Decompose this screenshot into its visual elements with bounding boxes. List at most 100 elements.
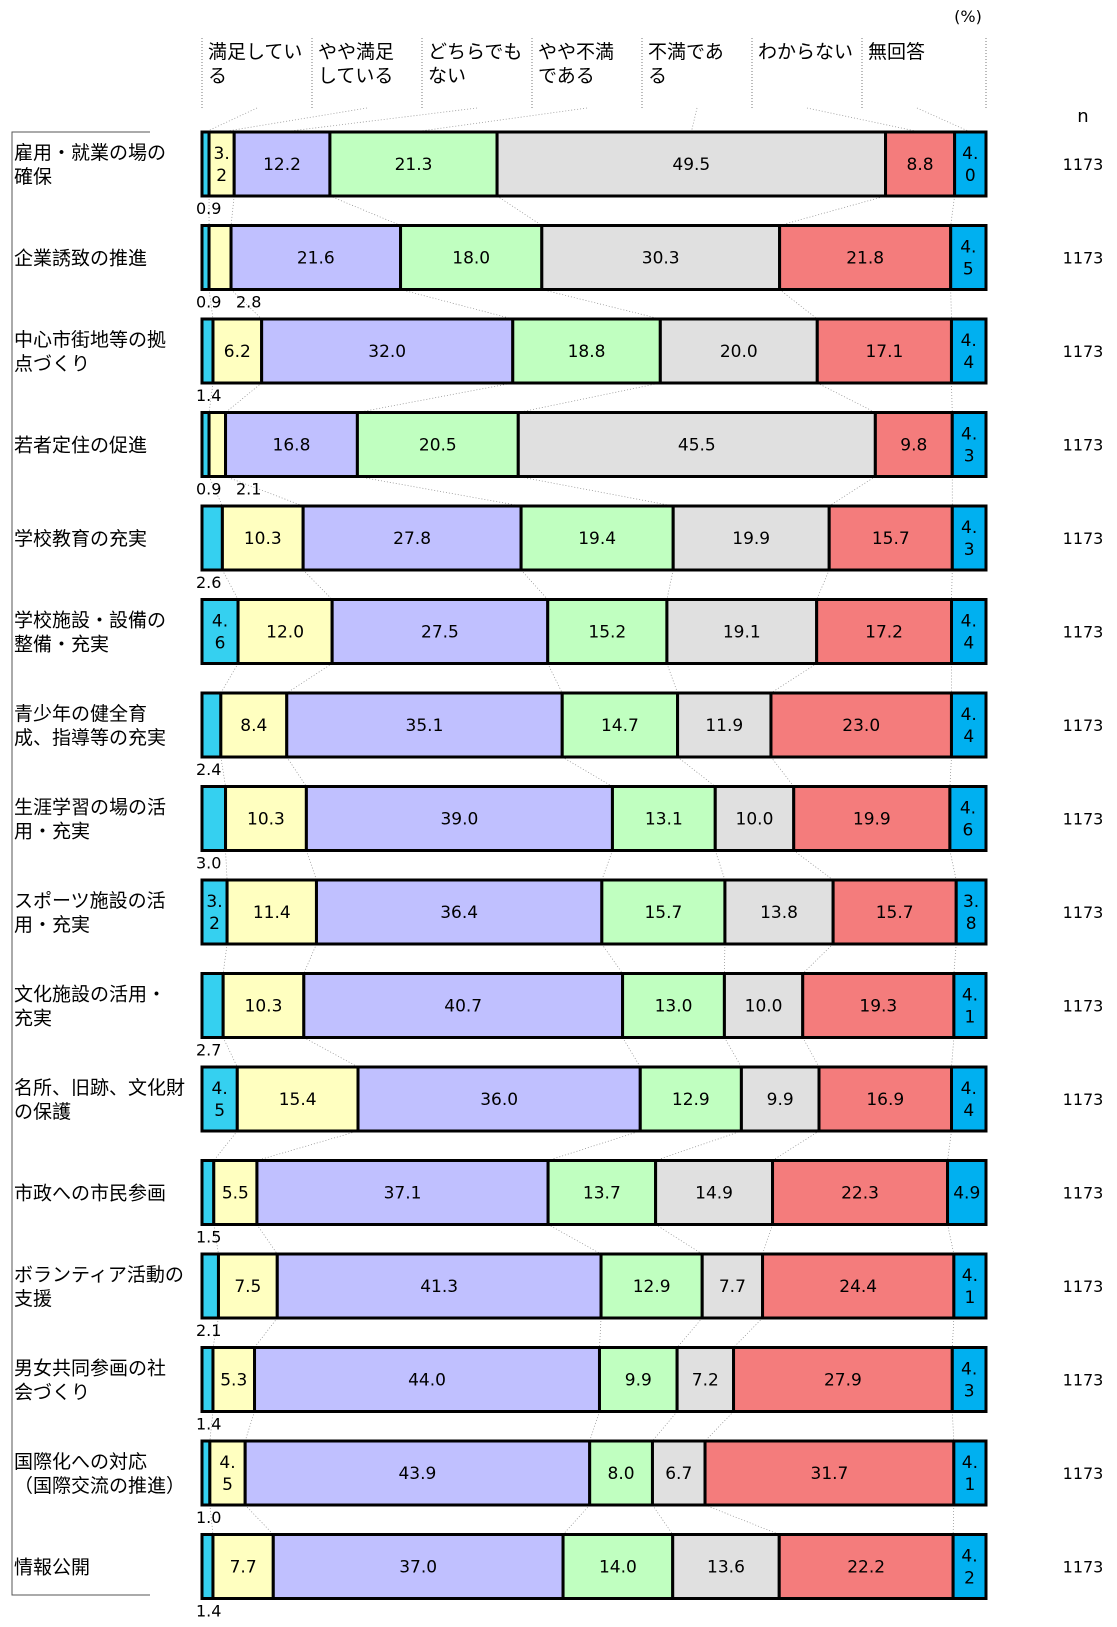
- connector-line: [677, 756, 716, 787]
- legend-label: る: [648, 65, 667, 87]
- bar-segment: [211, 317, 264, 385]
- connector-line: [655, 1224, 703, 1255]
- bar-segment: [597, 1346, 679, 1413]
- data-label: 12.2: [263, 155, 301, 175]
- data-label: 18.8: [568, 342, 606, 362]
- bar-segment: [200, 504, 224, 572]
- data-label: 8.8: [907, 155, 934, 175]
- n-value: 1173: [1063, 249, 1104, 268]
- data-label: 15.7: [644, 903, 682, 923]
- legend-entry: わからない: [751, 38, 921, 133]
- data-label: 41.3: [420, 1277, 458, 1297]
- connector-line: [286, 756, 307, 787]
- data-label: 4. 5: [219, 1453, 235, 1495]
- bar-segment: [253, 1346, 601, 1413]
- connector-line: [518, 382, 661, 413]
- connector-line: [950, 289, 952, 320]
- connector-line: [793, 850, 834, 881]
- connector-line: [496, 195, 543, 226]
- data-label: 7.7: [719, 1277, 746, 1297]
- bar-segment: [950, 1346, 988, 1413]
- data-label: 10.0: [736, 810, 774, 830]
- bar-row: 情報公開 1173 1.4 7.7 37.0 14.0 13.6 22.2 4. 2: [14, 1533, 1103, 1621]
- connector-line: [562, 1504, 590, 1535]
- bar-segment: [200, 691, 223, 759]
- data-label: 10.0: [745, 997, 783, 1017]
- connector-line: [762, 1224, 773, 1255]
- connector-line: [704, 1504, 780, 1535]
- connector-line: [213, 1130, 238, 1161]
- bar-row: 国際化への対応（国際交流の推進） 1173 1.0 4. 5 43.9 8.0 6.7 31.7…: [14, 1439, 1103, 1527]
- connector-line: [947, 1130, 952, 1161]
- data-label: 0.9: [196, 293, 221, 312]
- connector-line: [562, 756, 613, 787]
- legend-label: やや不満: [538, 41, 614, 63]
- bar-segment: [676, 691, 773, 759]
- bar-segment: [285, 691, 564, 759]
- connector-line: [400, 289, 513, 320]
- data-label: 16.8: [273, 436, 311, 456]
- connector-line: [802, 1037, 820, 1068]
- n-value: 1173: [1063, 436, 1104, 455]
- data-label: 13.0: [655, 997, 693, 1017]
- bar-segment: [495, 130, 888, 198]
- data-label: 9.9: [625, 1371, 652, 1391]
- bar-rows: 雇用・就業の場の確保 1173 0.9 3. 2 12.2 21.3 49.5 8.8 4. 0 企業…: [14, 130, 1104, 1621]
- connector-line: [520, 569, 549, 600]
- bar-segment: [540, 224, 782, 291]
- bar-row: 青少年の健全育成、指導等の充実 1173 2.4 8.4 35.1 14.7 11.9 23.…: [14, 691, 1103, 779]
- data-label: 4. 5: [212, 1079, 228, 1121]
- data-label: 12.9: [672, 1090, 710, 1110]
- connector-line: [225, 850, 228, 881]
- data-label: 36.4: [440, 903, 478, 923]
- bar-segment: [952, 1252, 988, 1320]
- data-label: 14.9: [695, 1184, 733, 1204]
- connector-line: [302, 569, 333, 600]
- bar-segment: [671, 504, 831, 572]
- data-label: 8.4: [240, 716, 267, 736]
- bar-segment: [950, 411, 988, 478]
- category-label: 文化施設の活用・充実: [14, 984, 166, 1030]
- data-label: 21.8: [846, 249, 884, 269]
- bar-segment: [949, 691, 988, 759]
- connector-line: [220, 756, 226, 787]
- category-label: ボランティア活動の支援: [14, 1264, 184, 1310]
- data-label: 1.4: [196, 386, 221, 405]
- bar-segment: [207, 411, 228, 478]
- data-label: 1.0: [196, 1508, 221, 1527]
- bar-segment: [650, 1439, 707, 1507]
- data-label: 4. 4: [961, 331, 977, 373]
- data-label: 0.9: [196, 199, 221, 218]
- connector-line: [829, 476, 876, 507]
- bar-segment: [271, 1533, 565, 1600]
- connector-line: [230, 195, 235, 226]
- bar-segment: [952, 1439, 988, 1507]
- category-label: 中心市街地等の拠点づくり: [14, 329, 166, 375]
- data-label: 23.0: [842, 716, 880, 736]
- n-value: 1173: [1063, 342, 1104, 361]
- bar-segment: [949, 224, 988, 291]
- category-label: 青少年の健全育成、指導等の充実: [14, 703, 166, 749]
- category-label: 学校施設・設備の整備・充実: [14, 610, 166, 656]
- data-label: 18.0: [452, 249, 490, 269]
- data-label: 17.2: [865, 623, 903, 643]
- data-label: 15.7: [872, 529, 910, 549]
- n-value: 1173: [1063, 1371, 1104, 1390]
- data-label: 15.7: [876, 903, 914, 923]
- connector-line: [220, 663, 239, 694]
- data-label: 13.7: [583, 1184, 621, 1204]
- connector-line: [704, 1411, 734, 1442]
- bar-segment: [207, 130, 236, 198]
- bar-segment: [722, 972, 805, 1039]
- legend-entry: 無回答: [861, 38, 971, 133]
- legend-label: している: [318, 65, 393, 87]
- category-label: 生涯学習の場の活用・充実: [14, 797, 166, 843]
- data-label: 3. 2: [206, 892, 222, 934]
- data-label: 4. 0: [962, 144, 978, 186]
- data-label: 13.8: [760, 903, 798, 923]
- bar-segment: [560, 691, 680, 759]
- data-label: 2.4: [196, 760, 221, 779]
- bar-segment: [827, 504, 954, 572]
- data-label: 4. 5: [960, 238, 976, 280]
